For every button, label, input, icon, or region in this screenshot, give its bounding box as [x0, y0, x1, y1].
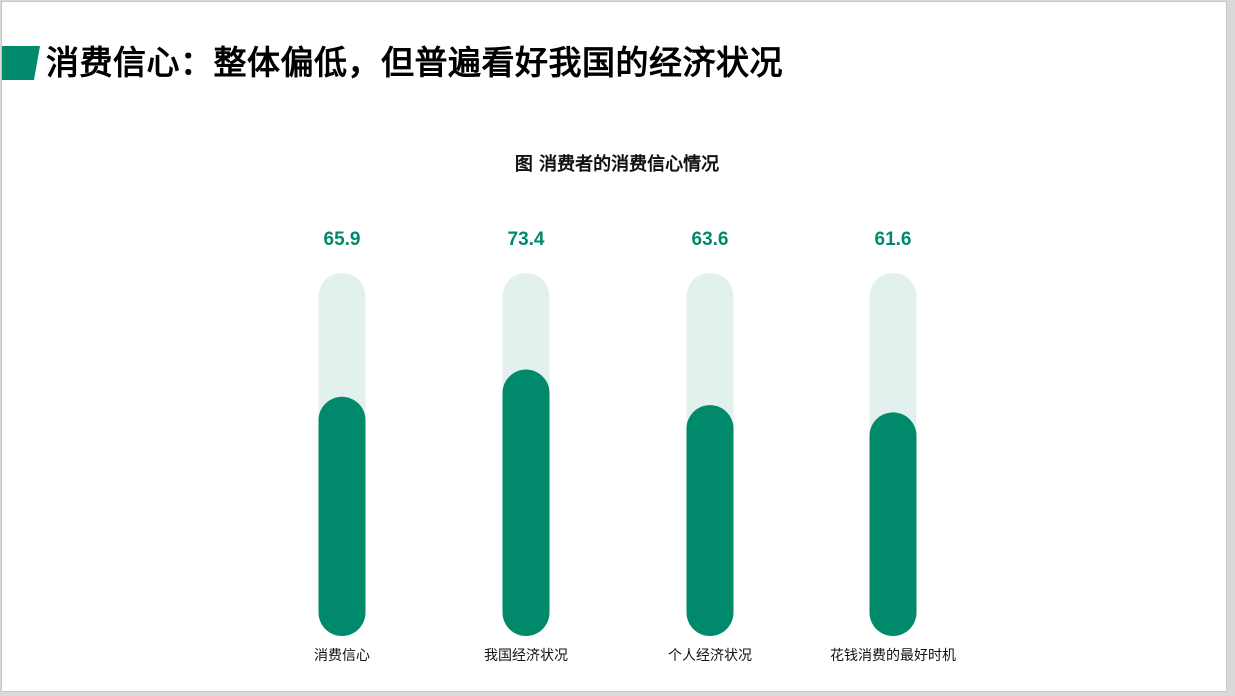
bar-value-label: 73.4	[508, 229, 545, 250]
bar-value-label: 65.9	[324, 229, 361, 250]
page-title: 消费信心：整体偏低，但普遍看好我国的经济状况	[46, 43, 783, 82]
category-label: 我国经济状况	[484, 648, 568, 664]
bar	[869, 412, 917, 636]
category-label: 消费信心	[314, 648, 370, 664]
bar-value-label: 61.6	[875, 229, 912, 250]
title-accent-mark	[2, 46, 40, 80]
chart-title: 图 消费者的消费信心情况	[514, 154, 720, 175]
bar	[502, 369, 550, 636]
category-label: 个人经济状况	[668, 648, 752, 664]
bar-value-label: 63.6	[692, 229, 729, 250]
bar	[686, 405, 734, 636]
bar	[318, 396, 366, 636]
category-label: 花钱消费的最好时机	[830, 648, 956, 664]
